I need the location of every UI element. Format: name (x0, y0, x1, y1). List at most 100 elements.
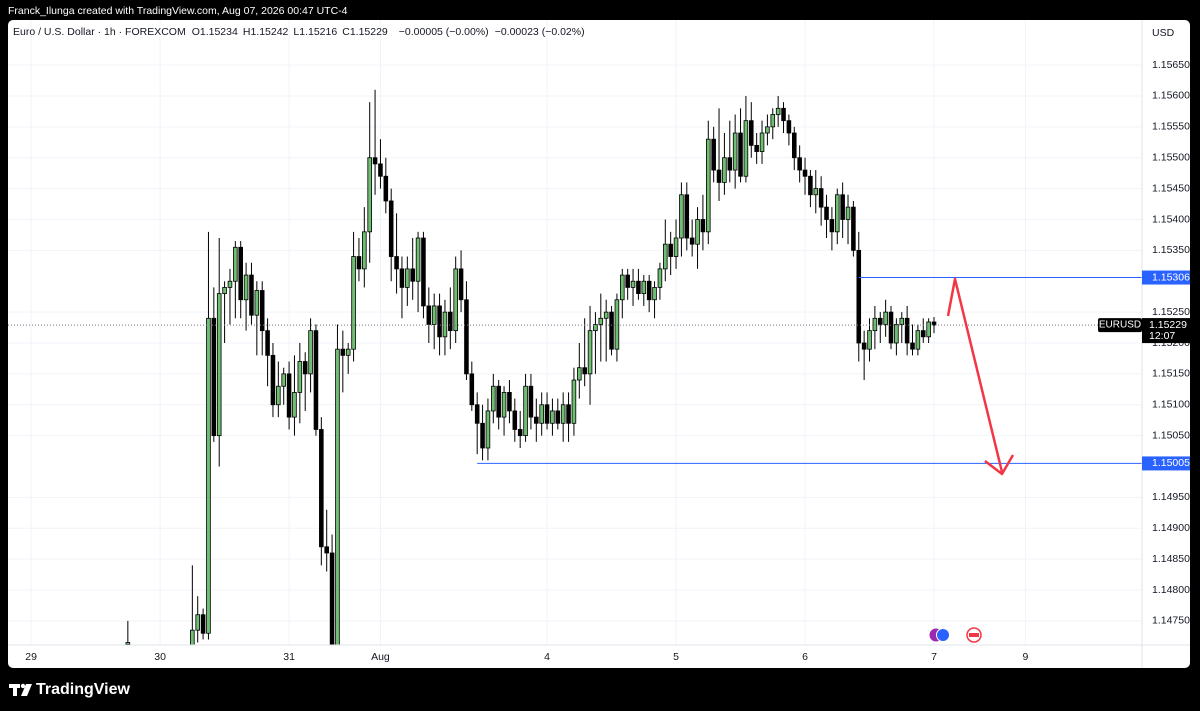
candle-body (620, 274, 625, 301)
logo-mark (21, 684, 32, 696)
candle-body (362, 231, 367, 270)
ohlc-value: 1.15216 (299, 26, 338, 38)
candle-body (609, 311, 614, 350)
ohlc-label: H (242, 26, 251, 38)
candle-body (539, 404, 544, 424)
candle-body (625, 274, 630, 288)
candle-body (560, 404, 566, 424)
candle-body (335, 348, 340, 645)
candle-body (931, 321, 937, 326)
candle-body (587, 330, 593, 375)
candle-body (603, 311, 609, 319)
candle-body (383, 175, 389, 202)
candle-body (238, 246, 243, 301)
candle-body (405, 268, 410, 288)
candle-body (308, 330, 313, 375)
candle-body (469, 373, 475, 406)
candle-body (775, 107, 781, 115)
candle-body (534, 416, 539, 424)
y-tick-label: 1.15650 (1152, 59, 1190, 71)
x-tick-label: 4 (544, 651, 550, 663)
candle-body (206, 317, 211, 634)
candle-body (501, 392, 507, 418)
candle-body (829, 219, 835, 233)
level-label-box (1142, 270, 1190, 285)
y-tick-label: 1.15500 (1152, 152, 1190, 164)
x-tick-label: 9 (1022, 651, 1028, 663)
symbol-label: EURUSD (1099, 320, 1141, 331)
candle-body (281, 373, 286, 387)
x-tick-label: 6 (802, 651, 808, 663)
candle-body (689, 237, 695, 245)
candle-body (759, 132, 765, 152)
candle-body (641, 280, 647, 294)
candle-body (319, 429, 324, 548)
event-icon-detail (969, 633, 979, 637)
candle-body (324, 546, 329, 554)
candle-body (813, 188, 819, 196)
candle-body (227, 280, 233, 288)
y-tick-label: 1.15600 (1152, 90, 1190, 102)
candle-body (663, 243, 668, 270)
y-tick-label: 1.15150 (1152, 368, 1190, 380)
candle-body (808, 175, 813, 196)
candle-body (431, 305, 437, 325)
candle-body (458, 268, 464, 301)
ohlc-label: L (293, 26, 300, 38)
candle-body (571, 379, 577, 424)
candle-body (673, 237, 679, 257)
ohlc-label: C (342, 26, 350, 38)
candle-body (883, 311, 888, 325)
candle-body (872, 317, 878, 332)
candle-body (453, 268, 458, 332)
overlays (8, 277, 1142, 464)
candle-body (732, 132, 738, 171)
logo (9, 683, 32, 696)
candle-body (544, 404, 550, 424)
candle-body (802, 169, 808, 177)
candle-body (388, 200, 394, 257)
candle-body (292, 392, 297, 418)
candle-body (378, 163, 383, 177)
candle-body (286, 373, 292, 418)
y-tick-label: 1.15100 (1152, 399, 1190, 411)
candle-body (786, 120, 792, 134)
candle-body (748, 120, 754, 146)
candle-body (765, 126, 770, 134)
y-tick-label: 1.15400 (1152, 213, 1190, 225)
candle-body (684, 194, 690, 239)
candle-body (652, 287, 657, 301)
ohlc: O1.15234 H1.15242 L1.15216 C1.15229 (192, 26, 393, 38)
candle-body (738, 132, 743, 177)
candle-body (491, 385, 496, 412)
candle-body (464, 299, 469, 375)
y-tick-label: 1.15050 (1152, 429, 1190, 441)
candle-body (614, 299, 620, 350)
y-tick-label: 1.15550 (1152, 121, 1190, 133)
ohlc-value: 1.15242 (250, 26, 289, 38)
candle-body (582, 367, 587, 375)
symbol-label-box (1098, 318, 1142, 333)
candle-body (297, 361, 303, 393)
candle-body (555, 410, 561, 424)
x-tick-label: 29 (25, 651, 37, 663)
candle-body (646, 280, 652, 301)
candle-body (706, 138, 711, 233)
candle-body (523, 385, 528, 437)
candle-body (722, 157, 727, 183)
candle-body (727, 157, 733, 171)
candle-body (367, 157, 372, 233)
level-label: 1.15306 (1152, 271, 1190, 283)
candle-body (415, 237, 421, 282)
candle-body (190, 629, 195, 645)
event-icon[interactable] (936, 628, 950, 642)
candle-body (851, 206, 856, 251)
candle-body (888, 311, 894, 344)
candle-body (636, 280, 641, 294)
candle-body (577, 367, 582, 381)
candle-body (302, 361, 308, 375)
candle-body (754, 144, 759, 152)
last-price-label: 1.15229 (1149, 319, 1187, 331)
candle-body (679, 194, 684, 239)
